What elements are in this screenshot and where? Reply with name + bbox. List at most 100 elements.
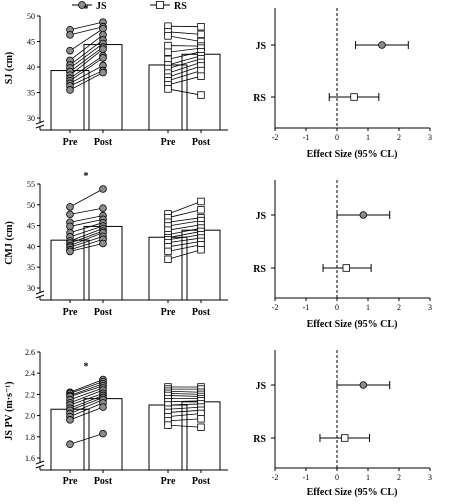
subject-line: [167, 224, 202, 231]
subject-line: [69, 43, 104, 69]
subject-line: [167, 241, 202, 248]
subject-line: [69, 238, 104, 251]
subject-line: [69, 215, 104, 223]
data-point-pre: [164, 48, 172, 56]
axis-break-mark: [35, 290, 45, 295]
subject-line: [69, 26, 104, 36]
axis-break-mark: [35, 460, 45, 465]
subject-line: [167, 88, 202, 96]
category-label: Pre: [63, 476, 78, 487]
data-point-post: [99, 45, 107, 53]
data-point-post: [197, 423, 205, 431]
subject-line: [167, 390, 202, 393]
es-x-tick-label: -2: [272, 133, 279, 142]
es-x-axis-label: Effect Size (95% CL): [307, 487, 398, 498]
data-point-post: [197, 206, 205, 214]
effect-size-point: [359, 211, 368, 219]
subject-line: [69, 379, 104, 393]
data-point-pre: [164, 32, 172, 40]
bar-panel-2: 1.6 1.8 2.0 2.2 2.4 2.6 JS PV (m·s⁻¹) * Pre Post P…: [4, 348, 228, 487]
subject-line: [167, 47, 202, 53]
es-row-label: JS: [255, 381, 266, 392]
es-x-tick-label: 1: [366, 473, 370, 482]
effect-size-point: [350, 93, 358, 101]
y-tick-label: 40: [27, 63, 35, 72]
subject-line: [69, 46, 104, 72]
data-point-post: [99, 54, 107, 62]
data-point-pre: [164, 421, 172, 429]
data-point-post: [99, 185, 107, 193]
es-x-axis-label: Effect Size (95% CL): [307, 149, 398, 160]
subject-line: [69, 230, 104, 244]
subject-line: [69, 399, 104, 414]
es-x-tick-label: -2: [272, 303, 279, 312]
data-point-pre: [164, 247, 172, 256]
data-point-post: [99, 403, 107, 411]
subject-line: [69, 70, 104, 87]
data-point-post: [197, 197, 205, 206]
subject-line: [167, 400, 202, 403]
subject-line: [69, 48, 104, 76]
subject-line: [167, 403, 202, 406]
data-point-post: [99, 204, 107, 212]
axis-break-mark: [35, 124, 45, 129]
subject-line: [167, 62, 202, 74]
data-point-pre: [66, 416, 74, 424]
es-x-tick-label: 0: [335, 303, 339, 312]
effect-size-point: [342, 264, 350, 272]
data-point-post: [197, 23, 205, 31]
significance-marker: *: [84, 171, 89, 182]
subject-line: [69, 28, 104, 52]
subject-line: [167, 35, 202, 42]
category-label: Post: [94, 137, 113, 148]
y-tick-label: 35: [27, 263, 35, 272]
bar-panel-1: 30 35 40 45 50 55 CMJ (cm) * Pre Post Pre Post: [4, 171, 228, 318]
subject-line: [167, 55, 202, 66]
es-x-axis-label: Effect Size (95% CL): [307, 319, 398, 330]
subject-line: [167, 31, 202, 35]
subject-line: [167, 51, 202, 60]
es-row-label: JS: [255, 41, 266, 52]
subject-line: [167, 395, 202, 397]
data-point-pre: [66, 31, 74, 39]
y-tick-label: 2.2: [25, 390, 35, 399]
subject-line: [69, 65, 104, 84]
subject-line: [69, 222, 104, 234]
es-x-tick-label: 2: [397, 133, 401, 142]
category-label: Pre: [63, 137, 78, 148]
es-x-tick-label: 3: [428, 133, 432, 142]
subject-line: [167, 244, 202, 252]
effect-size-point: [341, 434, 349, 442]
data-point-post: [197, 415, 205, 423]
category-label: Pre: [161, 137, 176, 148]
es-x-tick-label: -1: [303, 473, 310, 482]
es-row-label: RS: [253, 434, 266, 445]
axis-break-mark: [35, 120, 45, 125]
y-tick-label: 50: [27, 201, 35, 210]
data-point-pre: [66, 46, 74, 55]
effect-size-panel-1: -2 -1 0 1 2 3 Effect Size (95% CL) JS RS: [253, 180, 432, 330]
y-tick-label: 40: [27, 242, 35, 251]
subject-line: [167, 217, 202, 223]
significance-marker: *: [84, 362, 89, 373]
es-row-label: RS: [253, 264, 266, 275]
subject-line: [69, 406, 104, 421]
es-x-tick-label: -1: [303, 303, 310, 312]
y-tick-label: 45: [27, 222, 35, 231]
subject-line: [69, 433, 104, 445]
y-tick-label: 1.8: [25, 433, 35, 442]
subject-line: [69, 34, 104, 61]
bar-panel-0: 30 35 40 45 50 SJ (cm) * Pre Post Pre Post: [4, 4, 228, 148]
y-tick-label: 50: [27, 12, 35, 21]
significance-marker: *: [84, 4, 89, 15]
data-point-post: [197, 72, 205, 80]
data-point-post: [197, 91, 205, 99]
subject-line: [167, 65, 202, 78]
es-x-tick-label: 0: [335, 133, 339, 142]
category-label: Post: [192, 137, 211, 148]
es-x-tick-label: 2: [397, 303, 401, 312]
subject-line: [69, 383, 104, 396]
y-tick-label: 30: [27, 114, 35, 123]
